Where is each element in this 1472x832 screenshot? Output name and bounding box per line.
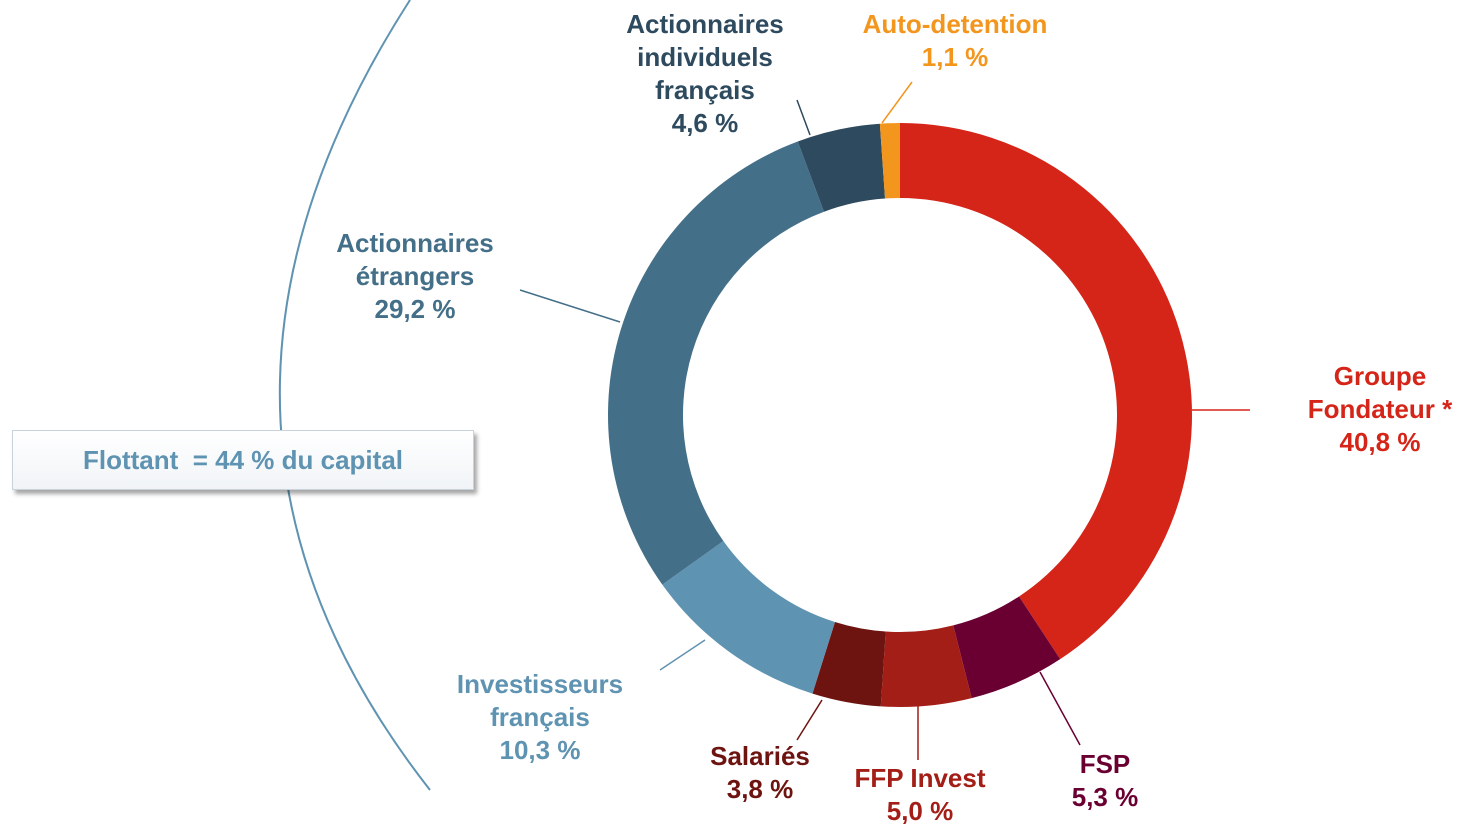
leader-line [881, 81, 913, 124]
annotation: Flottant = 44 % du capital [12, 430, 474, 490]
slice-label: Auto-detention [862, 9, 1048, 39]
slice-label: Actionnaires étrangers [336, 228, 494, 291]
leader-line [796, 99, 811, 136]
slice-label: FSP [1079, 749, 1131, 779]
value-label: 1,1 % [921, 42, 989, 72]
slice-label: Investisseurs français [456, 669, 624, 732]
value-label: 4,6 % [671, 108, 739, 138]
value-label: 29,2 % [374, 294, 456, 324]
slice [880, 625, 972, 708]
value-label: 5,3 % [1071, 782, 1139, 812]
slice-label: Actionnaires individuels français [626, 9, 784, 105]
leader-line [1039, 671, 1081, 746]
slice-label: Salariés [710, 741, 810, 771]
slice [812, 622, 886, 707]
value-label: 10,3 % [499, 735, 581, 765]
leader-line [659, 639, 706, 671]
slice [900, 123, 1192, 660]
slice [608, 141, 825, 585]
value-label: 40,8 % [1339, 427, 1421, 457]
slice [662, 541, 835, 694]
float-bracket [278, 0, 431, 791]
slice-label: Groupe Fondateur * [1307, 361, 1453, 424]
value-label: 3,8 % [726, 774, 794, 804]
slice [953, 596, 1061, 699]
slice-label: FFP Invest [854, 763, 986, 793]
slice [797, 123, 886, 212]
value-label: 5,0 % [886, 796, 954, 826]
slice [879, 123, 900, 199]
leader-line [796, 699, 823, 741]
leader-line [519, 289, 621, 323]
